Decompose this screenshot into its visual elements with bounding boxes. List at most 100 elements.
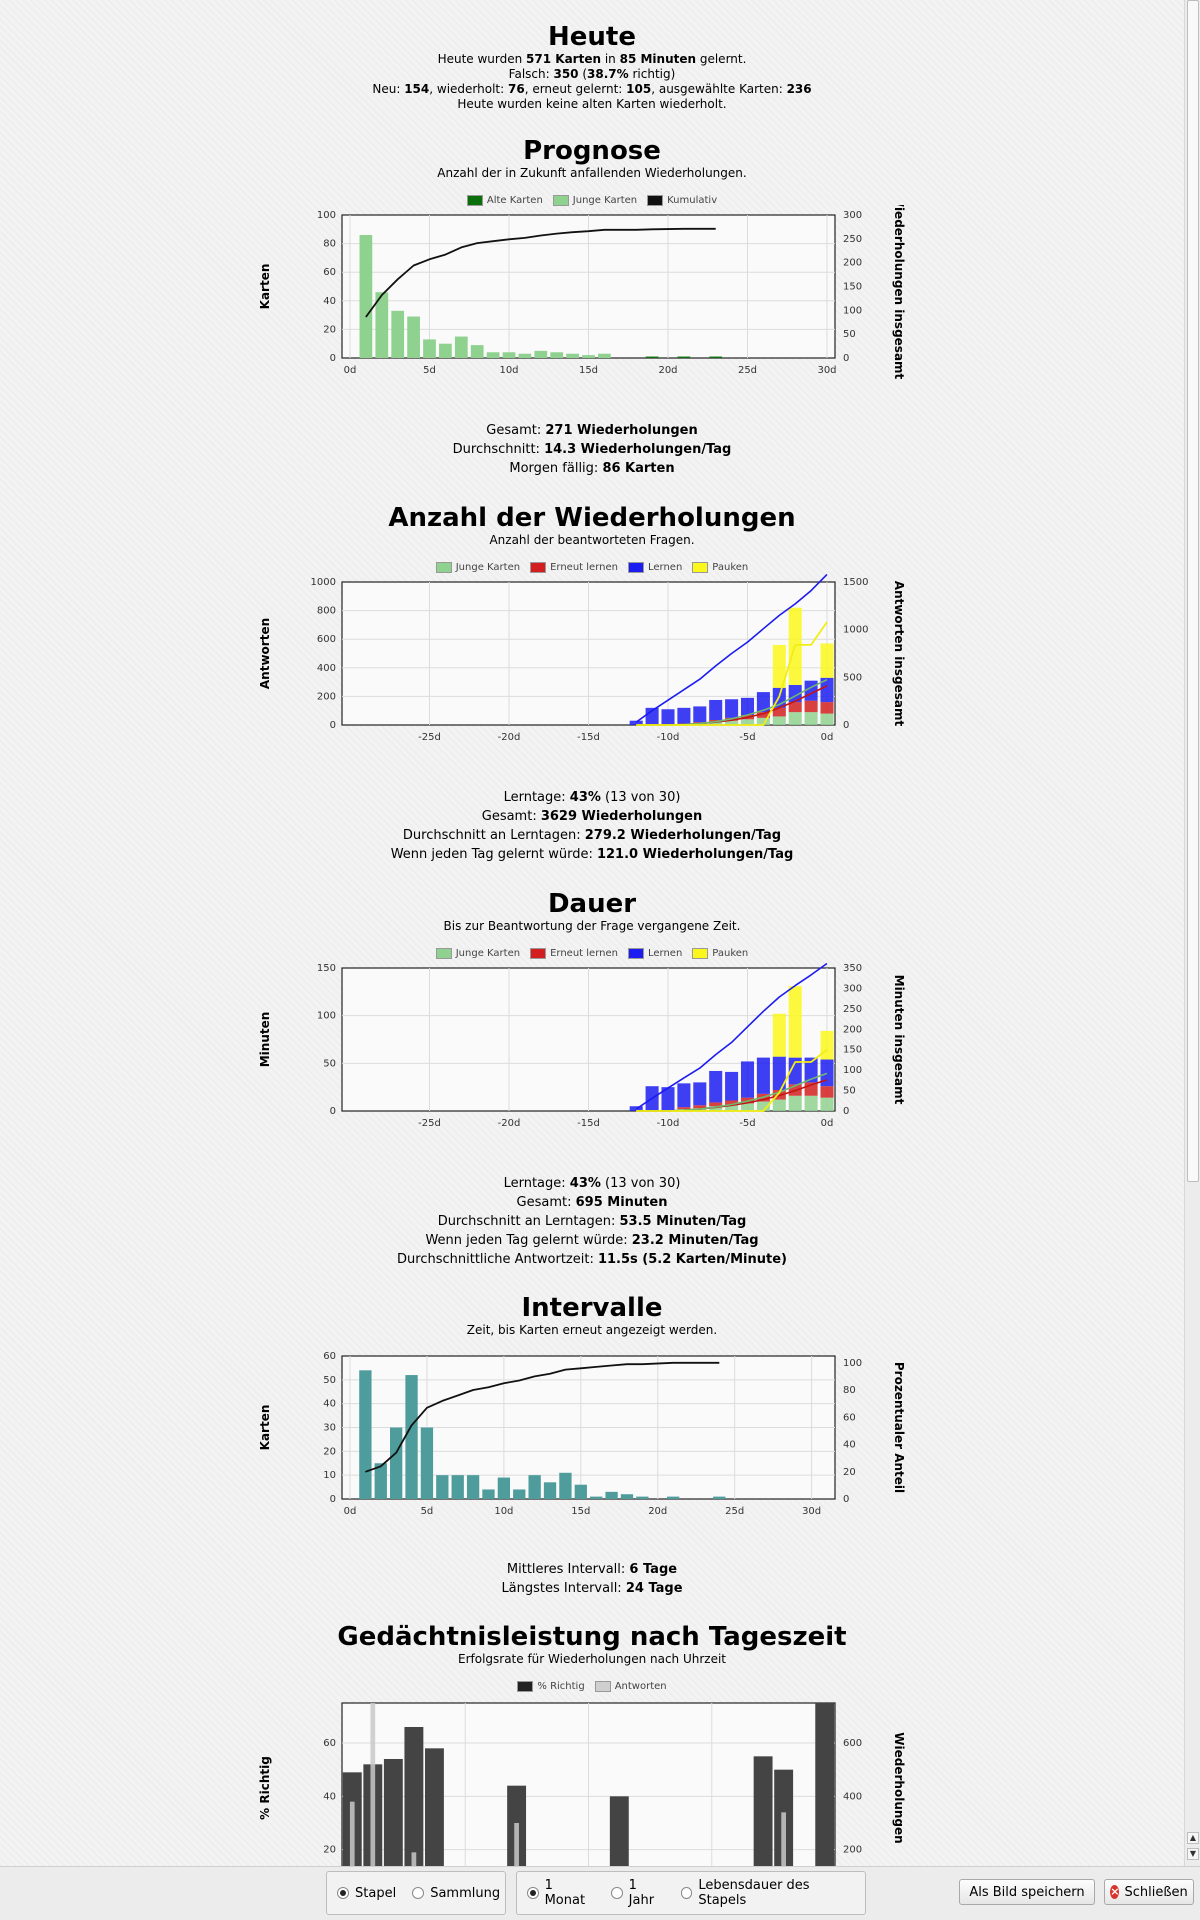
bar-antworten <box>349 1801 355 1866</box>
prognose-subtitle: Anzahl der in Zukunft anfallenden Wieder… <box>437 166 747 180</box>
bar-pauken <box>772 1013 786 1057</box>
radio-label: 1 Jahr <box>628 1878 655 1908</box>
scrollbar-thumb[interactable] <box>1187 0 1199 1182</box>
value: 154 <box>404 82 430 96</box>
x-tick-label: -15d <box>577 1118 600 1129</box>
legend-label: Kumulativ <box>667 194 718 206</box>
tageszeit-title: Gedächtnisleistung nach Tageszeit <box>337 1622 847 1652</box>
radio-unselected-icon <box>680 1887 693 1899</box>
bar-interval <box>451 1475 464 1499</box>
x-tick-label: 30d <box>802 1506 821 1517</box>
close-button[interactable]: × Schließen <box>1104 1879 1194 1905</box>
bar-junge <box>725 720 739 725</box>
legend-label: % Richtig <box>537 1680 585 1692</box>
legend-alte: Alte Karten <box>466 194 543 206</box>
radio-1-jahr[interactable]: 1 Jahr <box>611 1878 665 1908</box>
cumulative-lernen-line <box>635 573 828 723</box>
heute-line-3: Neu: 154, wiederholt: 76, erneut gelernt… <box>0 82 1184 97</box>
bar-interval <box>374 1463 387 1499</box>
value: 85 Minuten <box>619 52 697 66</box>
bar-junge <box>740 719 755 725</box>
bar-erneut <box>756 712 770 718</box>
dauer-header: Dauer Bis zur Beantwortung der Frage ver… <box>0 889 1184 934</box>
y-tick-label: 600 <box>317 634 336 645</box>
cumulative-pauken-line <box>636 1048 828 1112</box>
bar-alte <box>645 356 659 358</box>
bar-lernen <box>709 699 723 720</box>
stat-value: 6 Tage <box>629 1562 678 1577</box>
bar-lernen <box>756 692 770 713</box>
legend-pauken: Pauken <box>692 561 748 573</box>
save-image-button[interactable]: Als Bild speichern <box>959 1879 1095 1905</box>
text: gelernt. <box>696 52 747 66</box>
scroll-up-icon[interactable]: ▲ <box>1187 1832 1199 1844</box>
bar-junge <box>502 352 516 358</box>
anzahl-header: Anzahl der Wiederholungen Anzahl der bea… <box>0 503 1184 548</box>
y2-tick-label: 0 <box>843 1106 849 1117</box>
y2-tick-label: 50 <box>843 329 856 340</box>
cumulative-pauken-line <box>636 621 828 726</box>
anzahl-stats: Lerntage: 43% (13 von 30) Gesamt: 3629 W… <box>0 788 1184 864</box>
stat-label: Durchschnitt an Lerntagen: <box>402 828 585 843</box>
stat-extra: (13 von 30) <box>600 1176 681 1191</box>
bar-lernen <box>756 1057 770 1094</box>
legend-label: Lernen <box>647 561 683 573</box>
bar-antworten <box>370 1703 376 1866</box>
anzahl-title: Anzahl der Wiederholungen <box>388 503 796 533</box>
bar-interval <box>482 1489 495 1499</box>
bar-lernen <box>725 1071 739 1101</box>
stat-line: Wenn jeden Tag gelernt würde: 23.2 Minut… <box>0 1231 1184 1250</box>
y-tick-label: 10 <box>323 1470 336 1481</box>
legend-label: Alte Karten <box>486 194 543 206</box>
stat-line: Längstes Intervall: 24 Tage <box>0 1579 1184 1598</box>
radio-lebensdauer[interactable]: Lebensdauer des Stapels <box>680 1878 855 1908</box>
bar-erneut <box>709 1102 723 1107</box>
scroll-down-icon[interactable]: ▼ <box>1187 1848 1199 1860</box>
y-tick-label: 0 <box>330 353 336 364</box>
radio-label: Lebensdauer des Stapels <box>698 1878 810 1908</box>
prognose-stats: Gesamt: 271 Wiederholungen Durchschnitt:… <box>0 421 1184 478</box>
bar-lernen <box>693 1082 707 1106</box>
stat-line: Gesamt: 271 Wiederholungen <box>0 421 1184 440</box>
tageszeit-chart: 20 40 60 200 400 600 % Richtig Wiederholungen <box>258 1702 906 1866</box>
button-label: Schließen <box>1124 1884 1188 1900</box>
radio-selected-icon <box>527 1887 539 1899</box>
text: , ausgewählte Karten: <box>651 82 787 96</box>
stat-label: Lerntage: <box>503 790 570 805</box>
tageszeit-subtitle: Erfolgsrate für Wiederholungen nach Uhrz… <box>457 1652 727 1666</box>
x-tick-label: 20d <box>658 365 677 376</box>
bar-junge <box>375 292 389 358</box>
bar-alte <box>677 356 691 358</box>
y-tick-label: 20 <box>323 324 336 335</box>
stat-value: 43% <box>569 1176 601 1191</box>
stat-line: Durchschnitt: 14.3 Wiederholungen/Tag <box>0 440 1184 459</box>
y2-tick-label: 150 <box>843 282 862 293</box>
y-tick-label: 20 <box>323 1845 336 1856</box>
radio-stapel[interactable]: Stapel <box>337 1886 396 1901</box>
bar-interval <box>620 1494 634 1499</box>
bar-lernen <box>772 1056 786 1091</box>
y-axis-label: Karten <box>258 264 272 310</box>
legend-label: Erneut lernen <box>550 561 618 573</box>
bar-junge <box>423 339 436 358</box>
stat-value: 23.2 Minuten/Tag <box>631 1233 759 1248</box>
bar-richtig <box>609 1796 629 1866</box>
legend-label: Junge Karten <box>572 194 638 206</box>
bar-antworten <box>411 1852 417 1866</box>
stat-line: Gesamt: 695 Minuten <box>0 1193 1184 1212</box>
y-tick-label: 1000 <box>311 577 336 588</box>
vertical-scrollbar[interactable]: ▲ ▼ <box>1184 0 1200 1866</box>
y2-axis-label: Antworten insgesamt <box>892 581 906 727</box>
y-tick-label: 20 <box>323 1446 336 1457</box>
bar-junge <box>598 353 611 358</box>
bar-junge <box>820 713 834 725</box>
y2-tick-label: 0 <box>843 353 849 364</box>
bar-lernen <box>740 697 755 715</box>
bar-interval <box>359 1370 372 1499</box>
bottom-bar: Stapel Sammlung 1 Monat 1 Jahr Lebensdau… <box>0 1866 1200 1920</box>
bar-erneut <box>725 1100 739 1106</box>
radio-1-monat[interactable]: 1 Monat <box>527 1878 595 1908</box>
legend-junge: Junge Karten <box>552 194 638 206</box>
stat-line: Lerntage: 43% (13 von 30) <box>0 1174 1184 1193</box>
radio-sammlung[interactable]: Sammlung <box>412 1886 500 1901</box>
